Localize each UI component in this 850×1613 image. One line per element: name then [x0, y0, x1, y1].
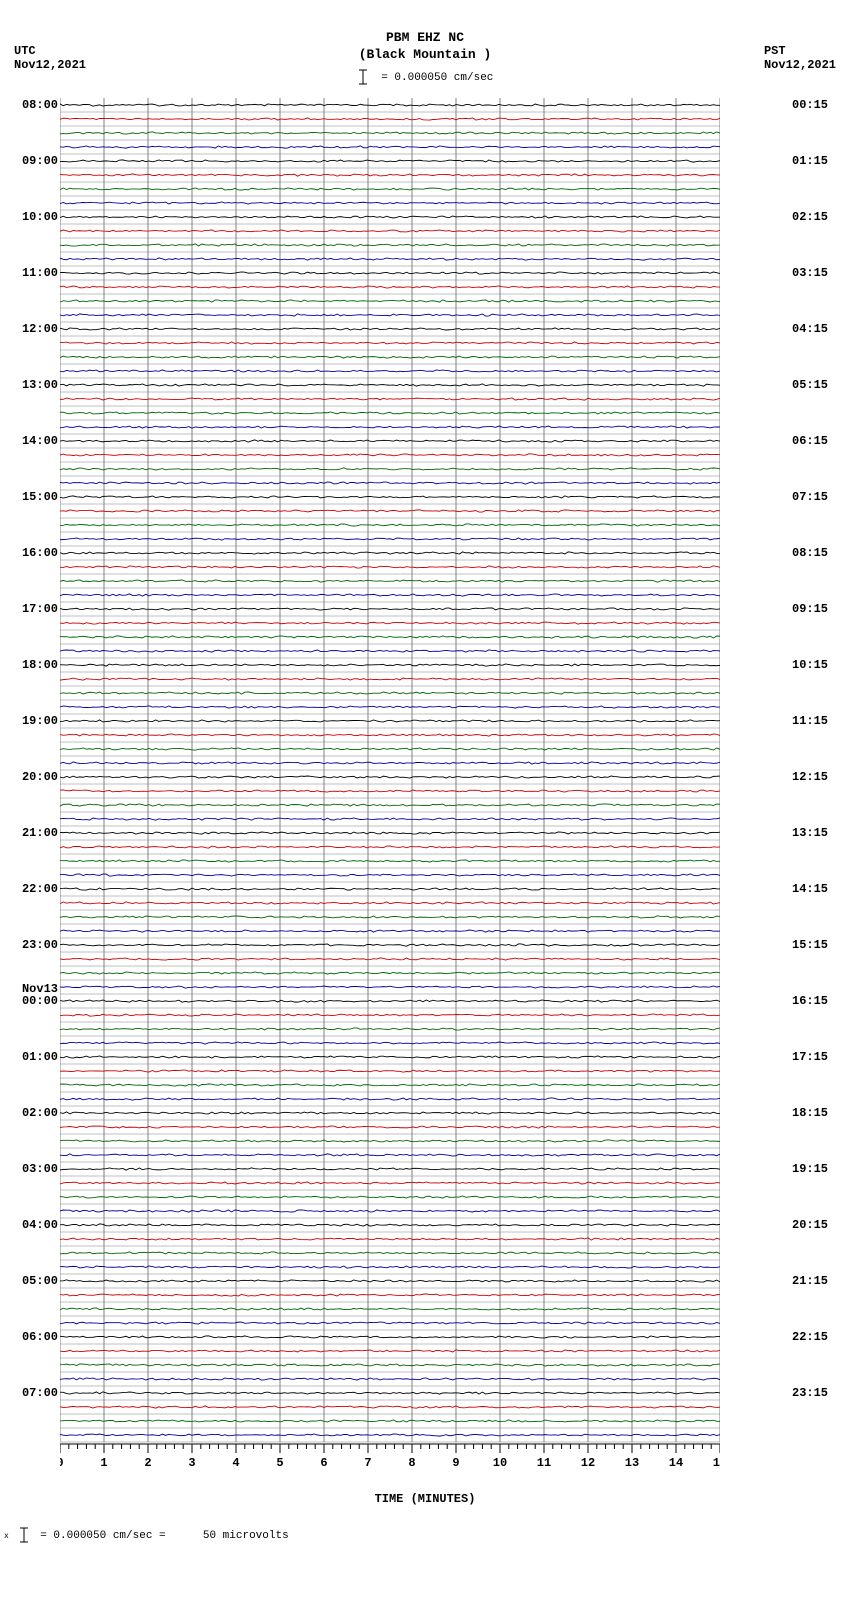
utc-hour-label: 06:00	[22, 1331, 58, 1343]
footer-text-right: 50 microvolts	[203, 1530, 289, 1542]
utc-hour-label: 10:00	[22, 211, 58, 223]
station-code: PBM EHZ NC	[0, 30, 850, 47]
pst-hour-label: 10:15	[792, 659, 828, 671]
footer-scale: x = 0.000050 cm/sec = 50 microvolts	[4, 1526, 850, 1544]
utc-hour-label: 08:00	[22, 99, 58, 111]
utc-hour-label: 07:00	[22, 1387, 58, 1399]
utc-hour-label: 21:00	[22, 827, 58, 839]
svg-text:15: 15	[713, 1456, 720, 1470]
svg-text:0: 0	[60, 1456, 64, 1470]
svg-text:11: 11	[537, 1456, 551, 1470]
pst-hour-label: 19:15	[792, 1163, 828, 1175]
pst-hour-label: 07:15	[792, 491, 828, 503]
pst-hour-label: 11:15	[792, 715, 828, 727]
svg-text:13: 13	[625, 1456, 639, 1470]
utc-hour-label: 04:00	[22, 1219, 58, 1231]
svg-text:1: 1	[100, 1456, 107, 1470]
x-tick-labels	[60, 1472, 790, 1490]
pst-hour-label: 22:15	[792, 1331, 828, 1343]
utc-hour-label: 02:00	[22, 1107, 58, 1119]
pst-hour-label: 23:15	[792, 1387, 828, 1399]
tz-right-date: Nov12,2021	[764, 58, 836, 72]
utc-hour-label: 09:00	[22, 155, 58, 167]
pst-hour-label: 13:15	[792, 827, 828, 839]
svg-text:5: 5	[276, 1456, 283, 1470]
utc-hour-label: 18:00	[22, 659, 58, 671]
footer-prefix: x	[4, 1532, 14, 1541]
svg-text:3: 3	[188, 1456, 195, 1470]
pst-hour-label: 14:15	[792, 883, 828, 895]
utc-hour-label: 22:00	[22, 883, 58, 895]
tz-right-label: PST	[764, 44, 836, 58]
title-block: PBM EHZ NC (Black Mountain )	[0, 30, 850, 64]
seismogram-svg: 0123456789101112131415	[60, 98, 720, 1472]
svg-text:6: 6	[320, 1456, 327, 1470]
pst-hour-label: 15:15	[792, 939, 828, 951]
utc-hour-label: 13:00	[22, 379, 58, 391]
pst-hour-label: 03:15	[792, 267, 828, 279]
utc-hour-label: 16:00	[22, 547, 58, 559]
scale-bar-icon	[357, 68, 369, 86]
svg-text:7: 7	[364, 1456, 371, 1470]
pst-hour-label: 21:15	[792, 1275, 828, 1287]
utc-hour-label: 11:00	[22, 267, 58, 279]
footer-text-left: = 0.000050 cm/sec =	[40, 1530, 165, 1542]
x-axis-label: TIME (MINUTES)	[60, 1492, 790, 1506]
pst-hour-label: 18:15	[792, 1107, 828, 1119]
svg-text:4: 4	[232, 1456, 239, 1470]
svg-text:2: 2	[144, 1456, 151, 1470]
utc-hour-label: 19:00	[22, 715, 58, 727]
header-scale: = 0.000050 cm/sec	[0, 68, 850, 86]
pst-hour-label: 17:15	[792, 1051, 828, 1063]
pst-hour-label: 01:15	[792, 155, 828, 167]
svg-text:9: 9	[452, 1456, 459, 1470]
pst-hour-label: 00:15	[792, 99, 828, 111]
tz-left-label: UTC	[14, 44, 86, 58]
pst-hour-label: 08:15	[792, 547, 828, 559]
pst-hour-label: 04:15	[792, 323, 828, 335]
svg-text:12: 12	[581, 1456, 595, 1470]
tz-left-date: Nov12,2021	[14, 58, 86, 72]
tz-left-block: UTC Nov12,2021	[14, 44, 86, 73]
station-location: (Black Mountain )	[0, 47, 850, 64]
utc-hour-label: 15:00	[22, 491, 58, 503]
utc-hour-label: 01:00	[22, 1051, 58, 1063]
utc-hour-label: 03:00	[22, 1163, 58, 1175]
utc-hour-label: 05:00	[22, 1275, 58, 1287]
pst-hour-label: 02:15	[792, 211, 828, 223]
svg-text:8: 8	[408, 1456, 415, 1470]
pst-hour-label: 09:15	[792, 603, 828, 615]
seismogram-container: UTC Nov12,2021 PST Nov12,2021 PBM EHZ NC…	[0, 0, 850, 1544]
tz-right-block: PST Nov12,2021	[764, 44, 836, 73]
svg-text:14: 14	[669, 1456, 683, 1470]
utc-hour-label: 20:00	[22, 771, 58, 783]
pst-hour-label: 12:15	[792, 771, 828, 783]
utc-hour-label: 23:00	[22, 939, 58, 951]
pst-hour-label: 16:15	[792, 995, 828, 1007]
footer-scale-bar-icon	[18, 1526, 30, 1544]
utc-hour-label: 17:00	[22, 603, 58, 615]
pst-hour-label: 05:15	[792, 379, 828, 391]
svg-text:10: 10	[493, 1456, 507, 1470]
utc-hour-label: Nov13 00:00	[22, 983, 58, 1007]
utc-hour-label: 12:00	[22, 323, 58, 335]
pst-hour-label: 06:15	[792, 435, 828, 447]
plot-area: 08:0009:0010:0011:0012:0013:0014:0015:00…	[60, 98, 790, 1506]
header-scale-text: = 0.000050 cm/sec	[381, 72, 493, 84]
utc-hour-label: 14:00	[22, 435, 58, 447]
pst-hour-label: 20:15	[792, 1219, 828, 1231]
